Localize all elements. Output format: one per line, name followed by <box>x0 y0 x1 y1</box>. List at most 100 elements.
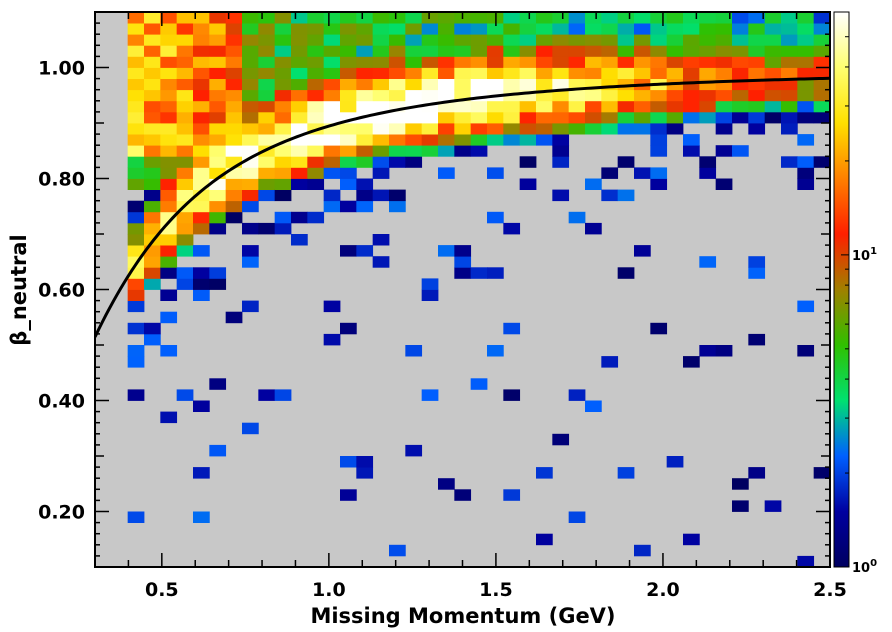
heatmap-bin <box>389 189 406 202</box>
heatmap-bin <box>601 34 619 46</box>
heatmap-bin <box>209 167 227 179</box>
heatmap-bin <box>797 300 815 313</box>
heatmap-bin <box>127 167 145 179</box>
color-scale-label: 100 <box>852 558 877 576</box>
heatmap-bin <box>193 89 210 102</box>
heatmap-bin <box>176 278 194 290</box>
heatmap-bin <box>650 167 668 179</box>
heatmap-bin <box>193 23 210 35</box>
heatmap-bin <box>764 78 782 91</box>
heatmap-bin <box>748 45 766 57</box>
heatmap-bin <box>389 156 406 168</box>
heatmap-bin <box>764 56 782 68</box>
heatmap-bin <box>454 256 472 268</box>
heatmap-bin <box>650 322 668 335</box>
heatmap-bin <box>732 12 749 24</box>
heatmap-bin <box>470 67 488 79</box>
heatmap-bin <box>160 23 178 35</box>
heatmap-bin <box>405 111 423 124</box>
heatmap-bin <box>617 12 635 24</box>
heatmap-bin <box>274 100 292 113</box>
heatmap-bin <box>699 34 717 46</box>
heatmap-bin <box>666 12 684 24</box>
heatmap-bin <box>127 245 145 257</box>
heatmap-bin <box>340 67 357 79</box>
heatmap-bin <box>372 189 390 202</box>
heatmap-bin <box>748 333 766 346</box>
heatmap-bin <box>699 111 717 124</box>
heatmap-bin <box>209 56 227 68</box>
heatmap-bin <box>242 156 259 168</box>
heatmap-bin <box>144 67 161 79</box>
heatmap-bin <box>797 12 815 24</box>
heatmap-bin <box>225 45 243 57</box>
heatmap-bin <box>193 467 210 479</box>
heatmap-bin <box>405 156 423 168</box>
heatmap-bin <box>193 78 210 91</box>
heatmap-bin <box>536 78 553 91</box>
heatmap-bin <box>568 389 586 401</box>
heatmap-bin <box>323 45 341 57</box>
heatmap-bin <box>683 67 700 79</box>
heatmap-bin <box>160 134 178 146</box>
heatmap-bin <box>715 78 733 91</box>
heatmap-bin <box>193 267 210 279</box>
heatmap-bin <box>127 289 145 301</box>
heatmap-bin <box>536 12 553 24</box>
heatmap-bin <box>797 555 815 567</box>
heatmap-bin <box>454 78 472 91</box>
heatmap-bin <box>470 378 488 390</box>
heatmap-bin <box>813 111 830 124</box>
heatmap-bin <box>356 56 374 68</box>
heatmap-bin <box>127 211 145 224</box>
heatmap-bin <box>454 123 472 135</box>
heatmap-bin <box>568 78 586 91</box>
heatmap-bin <box>552 111 570 124</box>
heatmap-bin <box>209 89 227 102</box>
heatmap-bin <box>193 178 210 190</box>
heatmap-bin <box>405 67 423 79</box>
heatmap-bin <box>176 111 194 124</box>
heatmap-bin <box>699 345 717 357</box>
heatmap-bin <box>323 134 341 146</box>
heatmap-bin <box>225 123 243 135</box>
heatmap-bin <box>193 289 210 301</box>
heatmap-bin <box>519 67 537 79</box>
heatmap-bin <box>242 12 259 24</box>
heatmap-bin <box>291 167 308 179</box>
heatmap-bin <box>781 12 798 24</box>
heatmap-bin <box>764 100 782 113</box>
heatmap-bin <box>797 34 815 46</box>
heatmap-bin <box>634 544 651 557</box>
color-scale-bar: 100 101 <box>833 11 877 576</box>
heatmap-bin <box>748 12 766 24</box>
heatmap-bin <box>340 134 357 146</box>
heatmap-bin <box>389 100 406 113</box>
heatmap-bin <box>274 89 292 102</box>
heatmap-bin <box>503 12 521 24</box>
heatmap-bin <box>242 422 259 435</box>
heatmap-bin <box>307 78 325 91</box>
x-axis-title: Missing Momentum (GeV) <box>310 604 615 628</box>
heatmap-bin <box>274 12 292 24</box>
heatmap-bin <box>487 67 504 79</box>
heatmap-bin <box>683 12 700 24</box>
heatmap-bin <box>470 56 488 68</box>
heatmap-bin <box>225 23 243 35</box>
heatmap-bin <box>470 134 488 146</box>
heatmap-bin <box>454 267 472 279</box>
heatmap-bin <box>242 134 259 146</box>
y-tick-label: 0.20 <box>38 502 85 524</box>
heatmap-bin <box>144 322 161 335</box>
heatmap-bin <box>797 345 815 357</box>
heatmap-bin <box>634 56 651 68</box>
heatmap-bin <box>225 178 243 190</box>
heatmap-bin <box>683 134 700 146</box>
heatmap-bin <box>503 67 521 79</box>
heatmap-bin <box>127 356 145 368</box>
heatmap-bin <box>144 211 161 224</box>
heatmap-bin <box>323 200 341 213</box>
heatmap-bin <box>274 189 292 202</box>
heatmap-bin <box>389 78 406 91</box>
heatmap-bin <box>225 134 243 146</box>
